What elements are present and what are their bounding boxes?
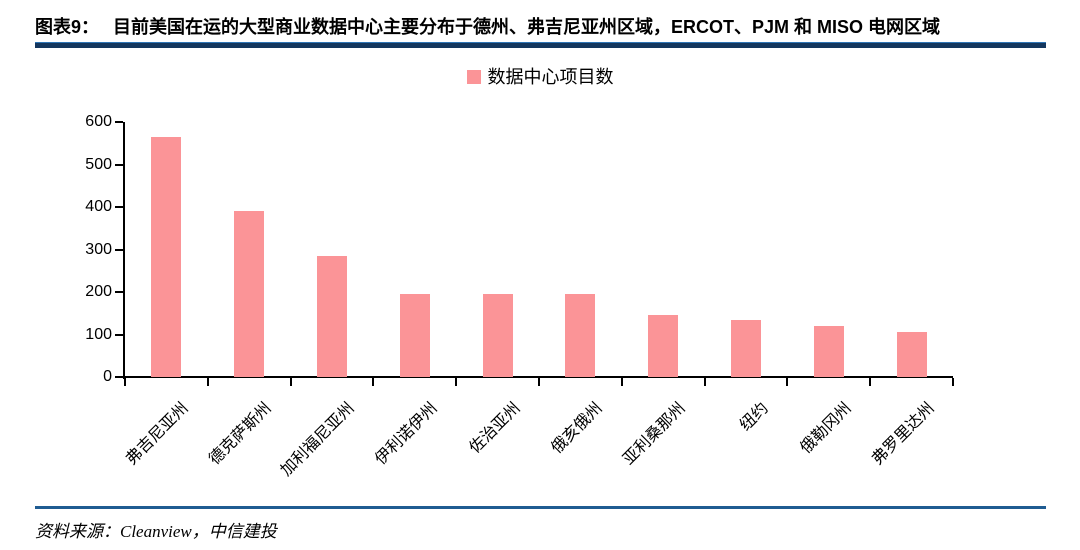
x-axis-tick [869,378,872,386]
bar-俄勒冈州 [813,326,844,377]
legend-label: 数据中心项目数 [487,67,614,87]
chart-legend: 数据中心项目数 [0,67,1080,87]
bar-德克萨斯州 [234,211,265,377]
bar-弗吉尼亚州 [151,136,182,377]
y-axis-tick [115,206,123,208]
x-axis-label-伊利诺伊州: 伊利诺伊州 [371,399,441,469]
x-axis-tick [538,378,540,386]
y-axis-tick [115,248,123,251]
y-axis-line [123,122,125,379]
bar-亚利桑那州 [648,315,679,377]
figure-number-label: 图表9： [35,17,100,37]
bar-佐治亚州 [482,294,513,377]
figure-header: 图表9： 目前美国在运的大型商业数据中心主要分布于德州、弗吉尼亚州区域，ERCO… [35,13,1046,39]
x-axis-tick [206,378,209,386]
x-axis-label-德克萨斯州: 德克萨斯州 [206,399,275,469]
figure-footer: 资料来源：Cleanview，中信建投 [35,517,277,542]
y-axis-tick [115,163,123,166]
x-axis-tick [124,378,126,386]
x-axis-line [117,376,953,378]
bar-加利福尼亚州 [317,255,347,377]
x-axis-label-亚利桑那州: 亚利桑那州 [620,399,689,469]
y-axis-tick [115,291,123,293]
y-axis-tick [115,333,123,336]
x-axis-label-弗吉尼亚州: 弗吉尼亚州 [123,399,193,469]
x-axis-tick [952,378,954,386]
y-axis-tick-label: 100 [85,325,112,343]
x-axis-tick [372,378,375,386]
y-axis-tick-label: 400 [85,198,112,215]
y-axis-tick-label: 200 [85,283,112,300]
y-axis-tick-label: 0 [103,368,112,385]
x-axis-label-俄亥俄州: 俄亥俄州 [548,399,607,457]
x-axis-tick [289,378,292,386]
bar-伊利诺伊州 [399,294,430,377]
header-divider [35,42,1046,48]
footer-divider [35,506,1046,509]
y-axis-tick-label: 600 [85,113,112,130]
legend-swatch-icon [466,70,481,84]
x-axis-label-弗罗里达州: 弗罗里达州 [868,399,938,469]
x-axis-tick [703,378,706,386]
x-axis-tick [620,378,623,386]
bar-俄亥俄州 [565,294,596,377]
x-axis-tick [786,378,789,386]
y-axis-tick-label: 500 [85,155,112,173]
y-axis-tick-label: 300 [85,240,112,258]
y-axis-tick [115,121,123,123]
x-axis-label-纽约: 纽约 [737,399,772,435]
x-axis-tick [455,378,458,386]
bar-纽约 [731,320,761,377]
bar-弗罗里达州 [896,332,927,377]
x-axis-label-佐治亚州: 佐治亚州 [466,399,524,457]
x-axis-label-俄勒冈州: 俄勒冈州 [797,399,855,457]
source-text: 资料来源：Cleanview，中信建投 [35,522,277,541]
figure-title: 目前美国在运的大型商业数据中心主要分布于德州、弗吉尼亚州区域，ERCOT、PJM… [113,17,941,37]
x-axis-label-加利福尼亚州: 加利福尼亚州 [277,399,358,480]
y-axis-tick [115,376,123,378]
